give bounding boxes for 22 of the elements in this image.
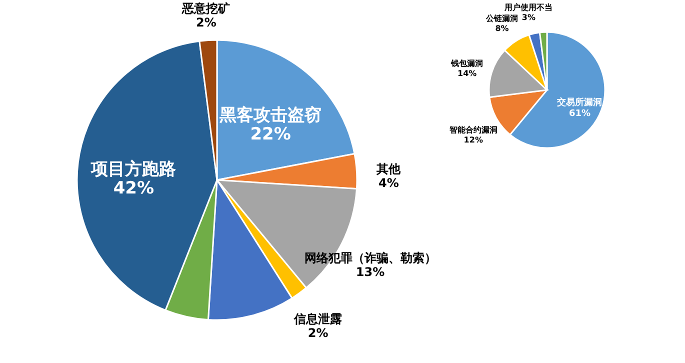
data-label: 4% xyxy=(378,176,399,190)
data-label: 2% xyxy=(196,15,216,30)
data-label: 61% xyxy=(568,108,591,119)
slice-label: 黑客攻击盗窃 xyxy=(218,105,322,126)
slice-label: 钱包漏洞 xyxy=(450,59,484,68)
slice-label: 智能合约漏洞 xyxy=(448,125,498,134)
slice-label: 其他 xyxy=(376,162,402,176)
slice-label: 信息泄露 xyxy=(293,312,342,326)
slice-label: 公链漏洞 xyxy=(484,14,518,24)
data-label: 8% xyxy=(495,24,509,34)
slice-label: 恶意挖矿 xyxy=(181,1,230,16)
data-label: 14% xyxy=(458,69,477,78)
data-label: 22% xyxy=(250,124,291,144)
data-label: 3% xyxy=(522,13,536,22)
data-label: 13% xyxy=(356,265,385,280)
slice-label: 网络犯罪（诈骗、勒索） xyxy=(304,251,436,266)
data-label: 12% xyxy=(464,135,483,144)
data-label: 42% xyxy=(113,178,154,198)
slice-label: 项目方跑路 xyxy=(90,159,176,180)
data-label: 2% xyxy=(308,326,328,340)
slice-label: 交易所漏洞 xyxy=(556,96,602,108)
slice-label: 用户使用不当 xyxy=(504,3,553,12)
